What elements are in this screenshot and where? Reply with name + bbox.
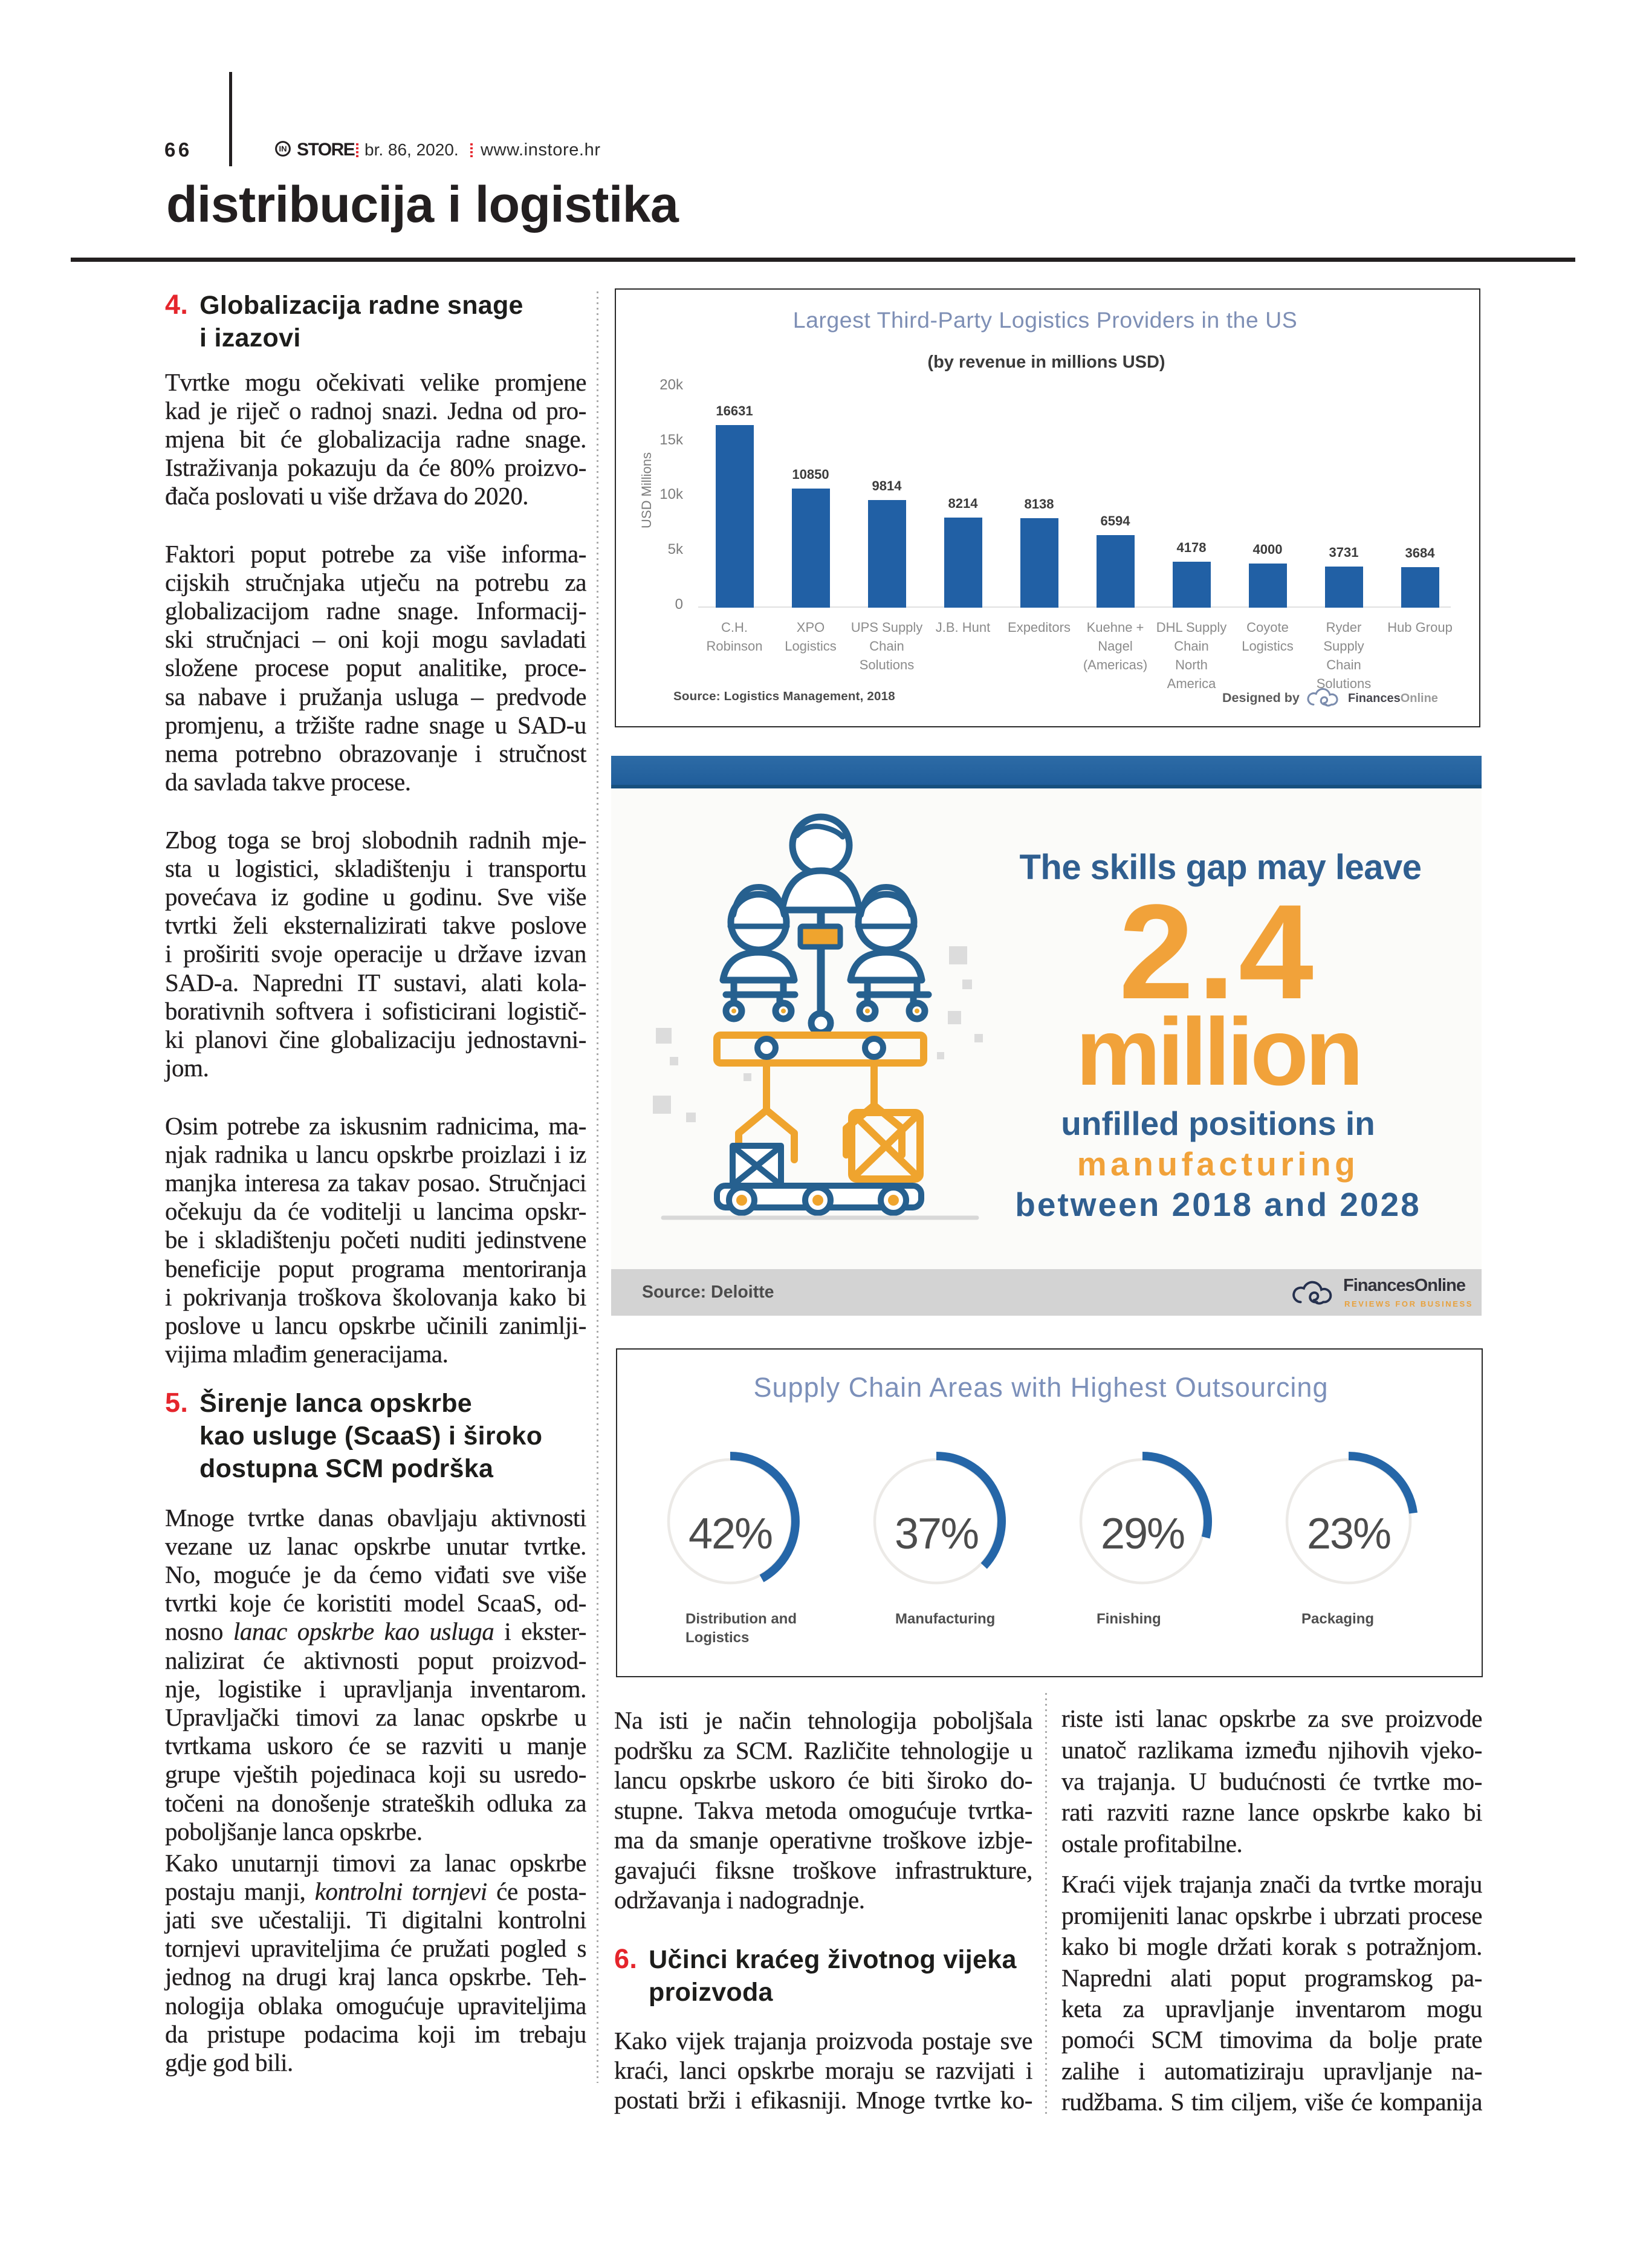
svg-text:IN: IN	[279, 145, 287, 154]
